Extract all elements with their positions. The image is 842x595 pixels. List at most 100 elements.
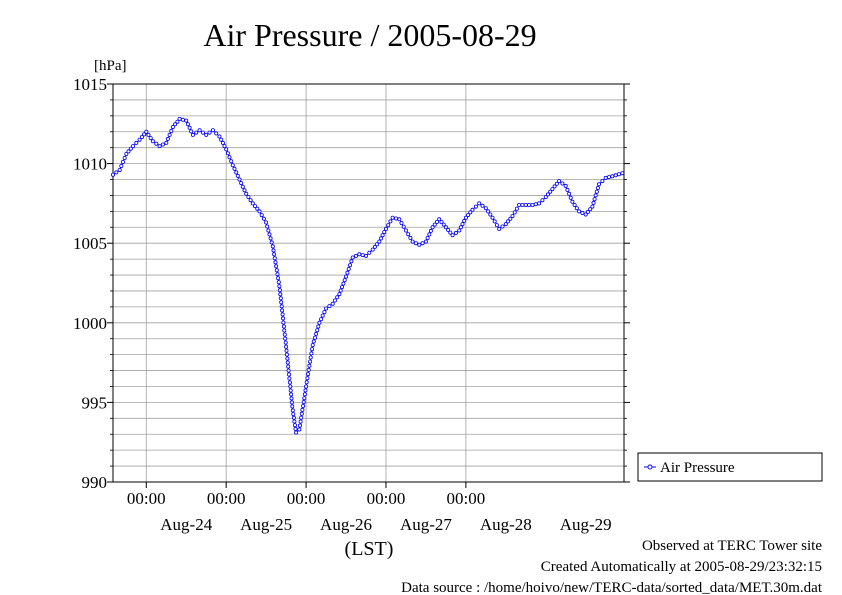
data-point [280, 308, 285, 313]
footer-created: Created Automatically at 2005-08-29/23:3… [541, 559, 822, 575]
data-point [267, 232, 272, 237]
data-point [425, 235, 430, 240]
data-point [114, 170, 119, 175]
data-point [281, 320, 286, 325]
data-point [214, 131, 219, 136]
data-point [207, 130, 212, 135]
y-tick-label: 1000 [73, 314, 107, 333]
data-point [370, 247, 375, 252]
data-point [570, 199, 575, 204]
data-point [307, 363, 312, 368]
data-point [585, 209, 590, 214]
x-date-label: Aug-25 [240, 515, 292, 534]
data-point [278, 292, 283, 297]
data-point [164, 140, 169, 145]
x-tick-label: 00:00 [447, 489, 486, 508]
data-point [187, 125, 192, 130]
data-point [305, 376, 310, 381]
legend: Air Pressure [637, 452, 823, 482]
data-point [488, 212, 493, 217]
data-point [583, 212, 588, 217]
data-point [428, 228, 433, 233]
data-point [283, 340, 288, 345]
data-point [383, 226, 388, 231]
data-point [291, 415, 296, 420]
data-point [399, 220, 404, 225]
data-point [240, 184, 245, 189]
data-point [273, 260, 278, 265]
data-point [268, 236, 273, 241]
data-point [597, 182, 602, 187]
data-point [434, 219, 439, 224]
data-point [453, 230, 458, 235]
data-point [437, 217, 442, 222]
data-point [567, 191, 572, 196]
data-point [279, 304, 284, 309]
data-point [227, 155, 232, 160]
data-point [322, 310, 327, 315]
legend-marker-swatch [647, 464, 653, 470]
x-axis-ticks: 00:00 00:00 00:00 00:00 00:00 Aug-24 Aug-25 Aug… [127, 482, 612, 534]
data-point [533, 202, 538, 207]
data-point [345, 270, 350, 275]
data-point [142, 132, 147, 137]
data-point [423, 239, 428, 244]
data-point [119, 163, 124, 168]
data-point [157, 144, 162, 149]
y-axis-unit-label: [hPa] [94, 58, 127, 74]
data-point [278, 296, 283, 301]
data-point [306, 372, 311, 377]
data-point [292, 419, 297, 424]
x-tick-label: 00:00 [287, 489, 326, 508]
series-air-pressure [111, 117, 625, 435]
data-point [580, 210, 585, 215]
data-point [443, 225, 448, 230]
data-point [144, 129, 149, 134]
data-point [565, 187, 570, 192]
data-point [592, 197, 597, 202]
data-point [324, 306, 329, 311]
footer-observed: Observed at TERC Tower site [642, 538, 822, 554]
data-point [591, 200, 596, 205]
data-point [572, 202, 577, 207]
data-point [510, 214, 515, 219]
data-point [148, 136, 153, 141]
data-point [269, 240, 274, 245]
data-point [285, 356, 290, 361]
data-point [463, 215, 468, 220]
data-point [500, 224, 505, 229]
data-point [595, 185, 600, 190]
data-point [317, 320, 322, 325]
data-point [169, 128, 174, 133]
data-point [458, 225, 463, 230]
data-point [530, 202, 535, 207]
data-point [432, 222, 437, 227]
data-point [225, 151, 230, 156]
data-point [517, 202, 522, 207]
x-date-label: Aug-26 [320, 515, 372, 534]
data-point [184, 118, 189, 123]
data-point [390, 215, 395, 220]
data-point [275, 272, 280, 277]
data-point [360, 253, 365, 258]
data-point [540, 198, 545, 203]
data-point [276, 280, 281, 285]
data-point [403, 228, 408, 233]
data-point [204, 132, 209, 137]
data-point [617, 172, 622, 177]
data-point [552, 184, 557, 189]
data-point [235, 173, 240, 178]
data-point [594, 189, 599, 194]
data-point [494, 223, 499, 228]
data-point [357, 252, 362, 257]
data-point [523, 202, 528, 207]
data-point [353, 253, 358, 258]
data-point [173, 122, 178, 127]
data-point [490, 215, 495, 220]
data-point [560, 181, 565, 186]
data-point [257, 209, 262, 214]
data-point [497, 226, 502, 231]
data-point [557, 179, 562, 184]
data-point [237, 177, 242, 182]
data-point [304, 384, 309, 389]
